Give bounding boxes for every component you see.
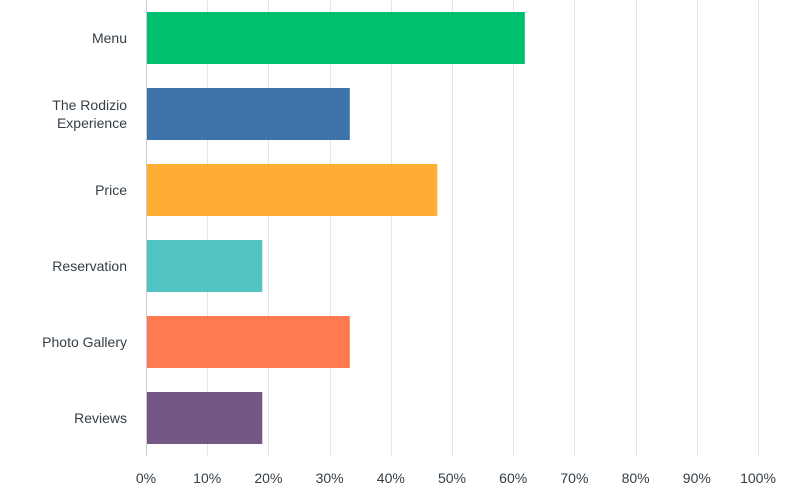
bar [147, 164, 438, 216]
category-labels: Menu The Rodizio Experience Price Reservatio… [42, 30, 127, 426]
x-tick-label: 0% [136, 470, 156, 486]
category-label-line: Photo Gallery [42, 334, 127, 350]
bars [147, 12, 525, 444]
x-tick-label: 70% [560, 470, 588, 486]
category-label-line: Reservation [52, 258, 127, 274]
category-label-line: The Rodizio [52, 97, 127, 113]
x-tick-label: 50% [438, 470, 466, 486]
category-label-line: Price [95, 182, 127, 198]
bar [147, 392, 263, 444]
x-tick-labels: 0% 10% 20% 30% 40% 50% 60% 70% 80% 90% 100% [136, 470, 776, 486]
category-label: Menu [92, 30, 127, 46]
category-label-line: Experience [57, 115, 127, 131]
category-label: Reservation [52, 258, 127, 274]
x-tick-label: 10% [193, 470, 221, 486]
x-tick-label: 100% [740, 470, 776, 486]
category-label: The Rodizio Experience [52, 97, 127, 131]
x-tick-label: 90% [683, 470, 711, 486]
category-label: Photo Gallery [42, 334, 127, 350]
x-tick-label: 40% [377, 470, 405, 486]
x-tick-label: 30% [316, 470, 344, 486]
bar [147, 316, 350, 368]
bar [147, 240, 263, 292]
x-tick-label: 60% [499, 470, 527, 486]
bar [147, 88, 350, 140]
category-label-line: Menu [92, 30, 127, 46]
x-tick-label: 20% [254, 470, 282, 486]
gridlines [146, 0, 759, 456]
category-label-line: Reviews [74, 410, 127, 426]
category-label: Price [95, 182, 127, 198]
x-tick-label: 80% [622, 470, 650, 486]
category-label: Reviews [74, 410, 127, 426]
bar [147, 12, 525, 64]
